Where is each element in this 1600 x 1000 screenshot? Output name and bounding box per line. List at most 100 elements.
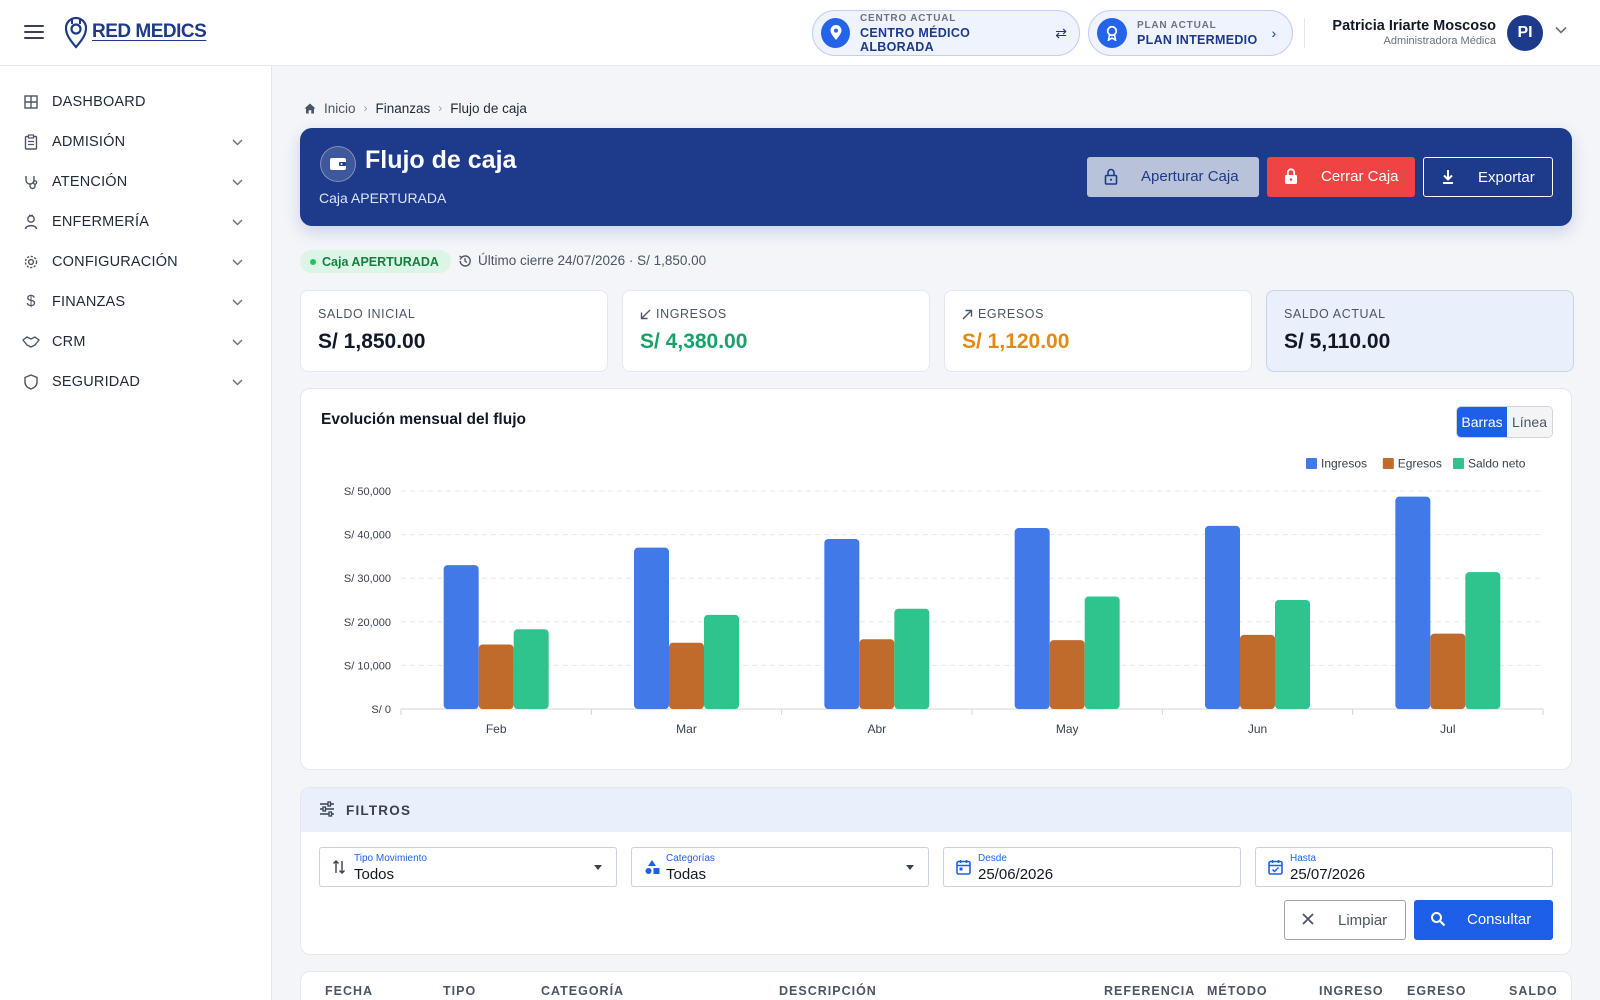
- location-pin-icon: [821, 18, 851, 48]
- y-tick-label: S/ 20,000: [344, 617, 391, 629]
- column-header-descripcion[interactable]: DESCRIPCIÓN: [779, 984, 877, 998]
- sidebar-item-finanzas[interactable]: $ FINANZAS: [0, 282, 272, 322]
- breadcrumb-current: Flujo de caja: [450, 100, 527, 116]
- page-title: Flujo de caja: [365, 146, 517, 174]
- last-close-info: Último cierre 24/07/2026 · S/ 1,850.00: [458, 253, 706, 268]
- sidebar-item-admision[interactable]: ADMISIÓN: [0, 122, 272, 162]
- swap-icon[interactable]: ⇄: [1055, 24, 1067, 41]
- brand-logo[interactable]: RED MEDICS: [64, 15, 207, 49]
- nurse-icon: [22, 213, 40, 231]
- handshake-icon: [22, 333, 40, 351]
- open-cash-button[interactable]: Aperturar Caja: [1087, 157, 1259, 197]
- legend-swatch: [1306, 458, 1317, 469]
- column-header-tipo[interactable]: TIPO: [443, 984, 477, 998]
- search-button[interactable]: Consultar: [1414, 900, 1553, 940]
- page-subtitle: Caja APERTURADA: [319, 190, 447, 206]
- kpi-label: SALDO ACTUAL: [1284, 307, 1386, 321]
- chevron-down-icon: [232, 338, 243, 346]
- arrow-down-left-icon: [640, 309, 651, 319]
- category-icon: [645, 860, 660, 874]
- sidebar-item-atencion[interactable]: ATENCIÓN: [0, 162, 272, 202]
- kpi-saldo-inicial: SALDO INICIAL S/ 1,850.00: [300, 290, 608, 372]
- last-close-text: Último cierre 24/07/2026 · S/ 1,850.00: [478, 253, 707, 268]
- y-tick-label: S/ 50,000: [344, 486, 391, 498]
- sidebar-item-label: CRM: [52, 334, 86, 350]
- chart-title: Evolución mensual del flujo: [321, 411, 526, 428]
- kpi-label: EGRESOS: [962, 307, 1044, 321]
- toggle-line-button[interactable]: Línea: [1507, 407, 1552, 437]
- history-icon: [459, 254, 471, 267]
- y-tick-label: S/ 30,000: [344, 573, 391, 585]
- column-header-categoria[interactable]: CATEGORÍA: [541, 984, 625, 998]
- chart-type-toggle: Barras Línea: [1456, 406, 1553, 438]
- kpi-label: SALDO INICIAL: [318, 307, 415, 321]
- breadcrumb-section[interactable]: Finanzas: [375, 100, 431, 116]
- chevron-right-icon: ›: [363, 101, 368, 115]
- gear-icon: [22, 253, 40, 271]
- clipboard-icon: [22, 133, 40, 151]
- filters-header: FILTROS: [301, 788, 1571, 832]
- close-cash-button[interactable]: Cerrar Caja: [1267, 157, 1415, 197]
- bar-egresos: [859, 639, 895, 709]
- kpi-label-text: SALDO ACTUAL: [1284, 307, 1386, 321]
- bar-egresos: [1049, 640, 1085, 709]
- chart-card: S/ 0 S/ 10,000 S/ 20,000 S/ 30,000 S/ 40,000…: [300, 388, 1572, 770]
- field-label: Desde: [978, 853, 1007, 864]
- export-button[interactable]: Exportar: [1423, 157, 1553, 197]
- home-icon: [304, 103, 316, 113]
- current-plan-chip[interactable]: PLAN ACTUAL PLAN INTERMEDIO ›: [1088, 10, 1293, 56]
- toggle-bars-button[interactable]: Barras: [1457, 407, 1507, 437]
- chevron-down-icon: [232, 378, 243, 386]
- column-header-metodo[interactable]: MÉTODO: [1207, 984, 1268, 998]
- field-label: Hasta: [1290, 853, 1317, 864]
- tipo-movimiento-select[interactable]: Tipo Movimiento Todos: [319, 847, 617, 887]
- grid-icon: [22, 93, 40, 111]
- movements-table: FECHA TIPO CATEGORÍA DESCRIPCIÓN REFEREN…: [300, 971, 1572, 1000]
- sidebar-item-crm[interactable]: CRM: [0, 322, 272, 362]
- export-label: Exportar: [1478, 169, 1535, 186]
- search-button-label: Consultar: [1467, 911, 1532, 928]
- avatar[interactable]: PI: [1507, 15, 1543, 51]
- sidebar-item-configuracion[interactable]: CONFIGURACIÓN: [0, 242, 272, 282]
- kpi-value: S/ 1,850.00: [318, 330, 426, 353]
- current-center-chip[interactable]: CENTRO ACTUAL CENTRO MÉDICO ALBORADA ⇄: [812, 10, 1080, 56]
- column-header-referencia[interactable]: REFERENCIA: [1104, 984, 1196, 998]
- award-icon: [1097, 18, 1127, 48]
- sliders-icon: [320, 801, 334, 817]
- sidebar-item-seguridad[interactable]: SEGURIDAD: [0, 362, 272, 402]
- x-tick-label: Mar: [676, 722, 697, 736]
- breadcrumb-home[interactable]: Inicio: [324, 100, 356, 116]
- x-tick-label: Feb: [486, 722, 507, 736]
- sidebar-item-dashboard[interactable]: DASHBOARD: [0, 82, 272, 122]
- column-header-ingreso[interactable]: INGRESO: [1319, 984, 1384, 998]
- desde-date-field[interactable]: Desde 25/06/2026: [943, 847, 1241, 887]
- hasta-date-field[interactable]: Hasta 25/07/2026: [1255, 847, 1553, 887]
- column-header-egreso[interactable]: EGRESO: [1407, 984, 1467, 998]
- shield-icon: [22, 373, 40, 391]
- chevron-down-icon[interactable]: [1555, 26, 1567, 34]
- status-badge: Caja APERTURADA: [300, 250, 451, 273]
- kpi-label: INGRESOS: [640, 307, 727, 321]
- categorias-select[interactable]: Categorías Todas: [631, 847, 929, 887]
- column-header-saldo[interactable]: SALDO: [1509, 984, 1558, 998]
- sidebar-item-enfermeria[interactable]: ENFERMERÍA: [0, 202, 272, 242]
- bar-ingresos: [443, 565, 479, 709]
- field-value: Todas: [666, 866, 707, 883]
- kpi-value: S/ 1,120.00: [962, 330, 1070, 353]
- legend-swatch: [1453, 458, 1464, 469]
- kpi-label-text: SALDO INICIAL: [318, 307, 416, 321]
- column-header-fecha[interactable]: FECHA: [325, 984, 374, 998]
- open-cash-label: Aperturar Caja: [1141, 168, 1239, 185]
- user-name[interactable]: Patricia Iriarte Moscoso: [1332, 18, 1496, 34]
- clear-filters-button[interactable]: Limpiar: [1284, 900, 1406, 940]
- plan-chip-caption: PLAN ACTUAL: [1137, 19, 1217, 31]
- lock-open-icon: [1104, 168, 1118, 189]
- hamburger-menu-icon[interactable]: [24, 20, 48, 44]
- sidebar-item-label: ATENCIÓN: [52, 174, 128, 190]
- dropdown-caret-icon: [594, 865, 602, 870]
- legend-label: Saldo neto: [1468, 457, 1526, 471]
- bar-egresos: [1240, 634, 1275, 709]
- bar-ingresos: [1205, 525, 1240, 709]
- filters-title: FILTROS: [346, 803, 412, 818]
- center-chip-value: CENTRO MÉDICO ALBORADA: [860, 25, 971, 54]
